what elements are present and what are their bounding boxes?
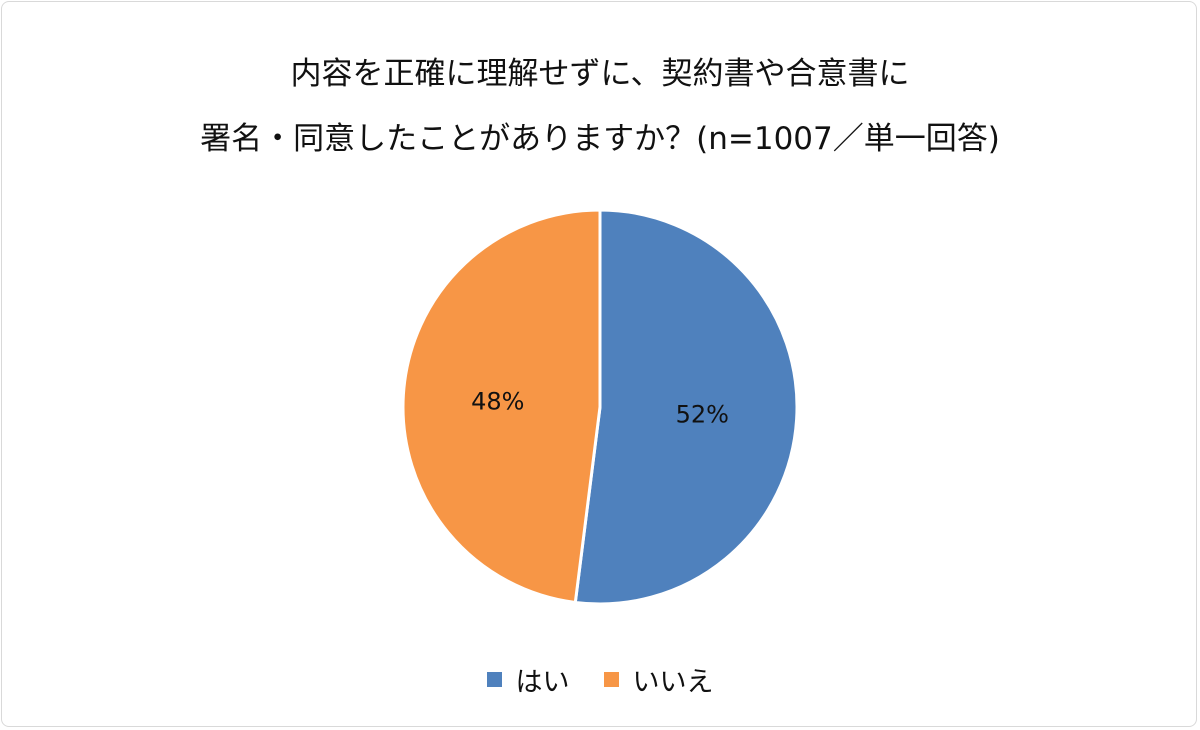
data-label-1: 48% bbox=[471, 388, 524, 416]
legend-label: はい bbox=[515, 667, 570, 698]
legend-item-0: はい bbox=[486, 660, 570, 699]
pie-slice-0 bbox=[573, 208, 799, 606]
legend-swatch bbox=[603, 672, 619, 687]
legend-swatch bbox=[486, 672, 502, 687]
legend-item-1: いいえ bbox=[603, 660, 714, 699]
data-label-0: 52% bbox=[676, 400, 729, 428]
legend: はい いいえ bbox=[0, 660, 1200, 699]
chart-title-line-1: 内容を正確に理解せずに、契約書や合意書に bbox=[290, 56, 910, 92]
chart-title-line-2: 署名・同意したことがありますか？(n=1007／単一回答) bbox=[200, 121, 1000, 157]
pie-slice-1 bbox=[401, 208, 602, 605]
legend-label: いいえ bbox=[632, 667, 714, 698]
